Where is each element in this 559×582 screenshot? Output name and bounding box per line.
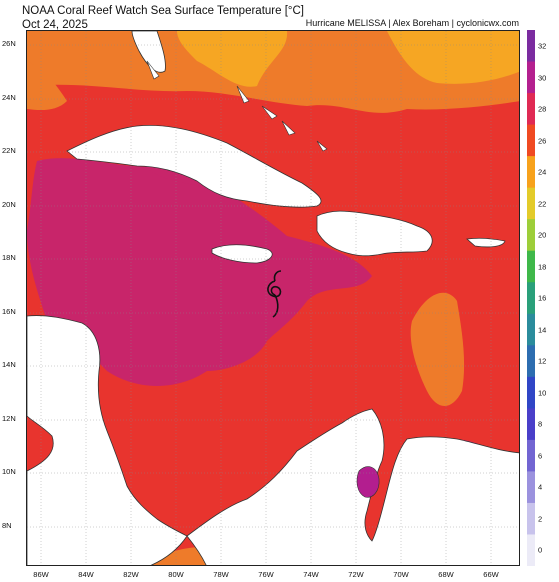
lake-maracaibo — [356, 466, 380, 498]
lat-label: 26N — [2, 39, 16, 48]
sst-eastern-tongue — [410, 292, 465, 406]
colorbar-cell — [527, 408, 535, 441]
colorbar-cell — [527, 471, 535, 504]
lat-label: 8N — [2, 521, 12, 530]
land-bahamas — [146, 60, 328, 152]
lon-label: 78W — [213, 570, 229, 579]
colorbar-cells — [527, 30, 535, 566]
land-south-america — [186, 408, 519, 565]
colorbar-tick-label: 16 — [538, 293, 547, 303]
lon-label: 76W — [258, 570, 274, 579]
land-central-america — [27, 315, 188, 565]
credit-text: Hurricane MELISSA | Alex Boreham | cyclo… — [305, 18, 519, 28]
lat-label: 24N — [2, 93, 16, 102]
colorbar-tick-label: 28 — [538, 104, 547, 114]
hurricane-melissa-icon[interactable] — [267, 270, 282, 318]
lat-label: 12N — [2, 414, 16, 423]
lat-label: 10N — [2, 467, 16, 476]
colorbar-cell — [527, 439, 535, 472]
lon-label: 66W — [483, 570, 499, 579]
land-jamaica — [211, 244, 273, 264]
lon-label: 70W — [393, 570, 409, 579]
lon-label: 86W — [33, 570, 49, 579]
lon-label: 72W — [348, 570, 364, 579]
colorbar-cell — [527, 93, 535, 126]
colorbar-tick-label: 12 — [538, 356, 547, 366]
chart-date: Oct 24, 2025 — [22, 19, 88, 31]
land-hispaniola — [316, 210, 433, 257]
colorbar-tick-label: 22 — [538, 199, 547, 208]
colorbar-tick-label: 2 — [538, 514, 543, 523]
colorbar-cell — [527, 61, 535, 94]
colorbar-cell — [527, 156, 535, 189]
colorbar-cell — [527, 219, 535, 252]
sst-gulf-orange — [27, 61, 67, 111]
colorbar-cell — [527, 345, 535, 378]
colorbar-tick-label: 10 — [538, 388, 547, 397]
sst-map-svg — [27, 31, 519, 565]
sst-warm-pool — [27, 158, 372, 386]
colorbar-tick-label: 8 — [538, 419, 543, 429]
colorbar-tick-label: 32 — [538, 41, 547, 51]
colorbar-cell — [527, 313, 535, 346]
colorbar-cell — [527, 124, 535, 157]
lon-label: 68W — [438, 570, 454, 579]
colorbar-tick-label: 18 — [538, 262, 547, 271]
colorbar-cell — [527, 250, 535, 283]
chart-title-block: NOAA Coral Reef Watch Sea Surface Temper… — [22, 4, 304, 32]
colorbar-cell — [527, 534, 535, 566]
land-puerto-rico — [466, 237, 506, 248]
lon-label: 84W — [78, 570, 94, 579]
colorbar-tick-label: 4 — [538, 482, 543, 492]
lon-label: 74W — [303, 570, 319, 579]
colorbar-tick-label: 26 — [538, 136, 547, 145]
lat-label: 22N — [2, 146, 16, 155]
lat-label: 20N — [2, 200, 16, 209]
colorbar-tick-label: 24 — [538, 167, 547, 177]
lat-label: 18N — [2, 253, 16, 262]
chart-title: NOAA Coral Reef Watch Sea Surface Temper… — [22, 5, 304, 17]
colorbar-tick-label: 20 — [538, 230, 547, 240]
lon-label: 82W — [123, 570, 139, 579]
colorbar-cell — [527, 187, 535, 220]
lat-label: 16N — [2, 307, 16, 316]
colorbar-tick-label: 0 — [538, 545, 543, 555]
colorbar-cell — [527, 30, 535, 63]
sst-atlantic-orange — [387, 31, 519, 84]
colorbar-tick-label: 6 — [538, 451, 543, 460]
colorbar-tick-label: 30 — [538, 73, 547, 82]
colorbar-tick-label: 14 — [538, 325, 547, 334]
colorbar-cell — [527, 502, 535, 535]
sst-map[interactable] — [26, 30, 520, 566]
colorbar — [527, 30, 535, 566]
map-gridlines — [27, 31, 519, 565]
colorbar-cell — [527, 282, 535, 315]
land-cuba — [66, 125, 322, 208]
colorbar-cell — [527, 376, 535, 409]
lat-label: 14N — [2, 360, 16, 369]
lon-label: 80W — [168, 570, 184, 579]
